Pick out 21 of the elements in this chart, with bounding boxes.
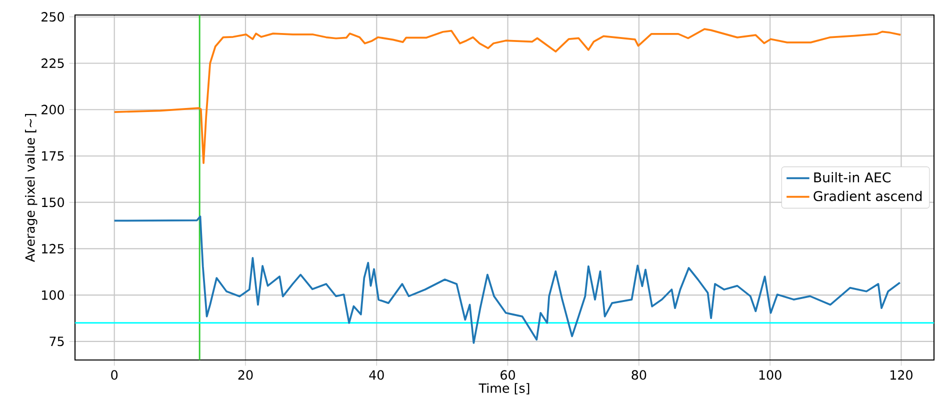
y-tick-label: 150 [42, 198, 64, 208]
x-tick-label: 120 [890, 370, 912, 380]
x-axis-title: Time [s] [478, 383, 530, 394]
x-tick-label: 80 [632, 370, 646, 380]
y-tick-label: 250 [42, 12, 64, 22]
x-tick-label: 100 [759, 370, 782, 380]
y-tick-label: 100 [42, 290, 64, 300]
x-tick-label: 20 [238, 370, 253, 380]
y-tick-label: 200 [42, 104, 64, 114]
line-series [113, 216, 901, 344]
x-tick-label: 40 [369, 370, 384, 380]
y-tick-label: 225 [42, 58, 64, 68]
y-tick-label: 175 [42, 151, 64, 161]
y-axis-title: Average pixel value [~] [25, 114, 38, 262]
legend-label: Gradient ascend [814, 190, 922, 202]
x-tick-label: 0 [111, 370, 118, 380]
y-tick-label: 75 [50, 336, 64, 346]
legend-label: Built-in AEC [814, 172, 891, 182]
line-series [113, 28, 902, 164]
x-tick-label: 60 [500, 370, 515, 380]
y-tick-label: 125 [42, 244, 64, 254]
